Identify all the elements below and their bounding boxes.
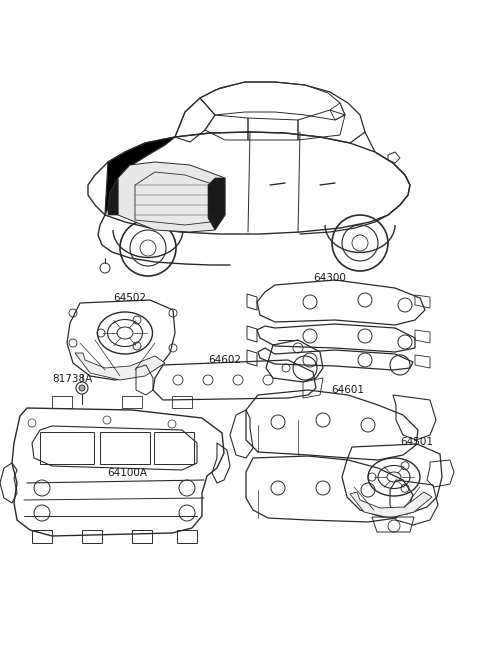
Polygon shape — [108, 178, 118, 215]
Text: 81738A: 81738A — [52, 374, 92, 384]
Polygon shape — [118, 162, 225, 232]
Text: 64100A: 64100A — [107, 468, 147, 478]
Text: 64602: 64602 — [208, 355, 241, 365]
Text: 64300: 64300 — [313, 273, 347, 283]
Polygon shape — [75, 353, 165, 380]
Circle shape — [79, 385, 85, 391]
Text: 64501: 64501 — [400, 437, 433, 447]
Text: 64601: 64601 — [332, 385, 364, 395]
Text: 64502: 64502 — [113, 293, 146, 303]
Polygon shape — [105, 137, 175, 215]
Polygon shape — [350, 492, 432, 518]
Polygon shape — [208, 178, 225, 230]
